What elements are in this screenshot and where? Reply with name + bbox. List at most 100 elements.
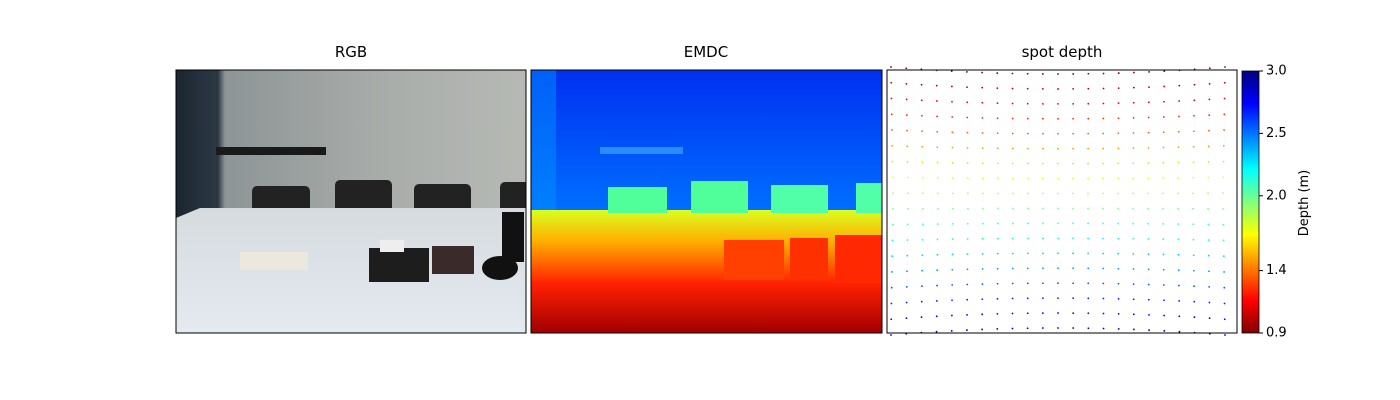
spot: [935, 315, 938, 318]
spot: [1087, 162, 1090, 165]
spot: [921, 269, 924, 272]
spot: [1132, 86, 1135, 89]
spot: [1011, 312, 1014, 315]
spot: [921, 161, 924, 164]
spot: [1057, 297, 1059, 300]
spot: [905, 98, 908, 101]
spot: [1072, 132, 1074, 135]
spot: [1072, 327, 1075, 329]
spot: [1223, 318, 1226, 321]
spot: [1057, 237, 1059, 240]
spot: [1102, 207, 1104, 210]
spot: [981, 237, 984, 240]
spot: [937, 207, 939, 210]
spot: [1117, 282, 1120, 285]
spot: [951, 268, 954, 271]
spot: [906, 161, 909, 163]
spot: [1207, 239, 1210, 241]
spot: [1117, 207, 1119, 210]
spot: [1177, 223, 1180, 225]
spot: [1012, 192, 1014, 195]
spot: [966, 177, 969, 180]
spot: [890, 318, 893, 321]
spot: [981, 252, 984, 255]
spot: [1132, 116, 1135, 119]
spot: [1026, 297, 1029, 300]
spot: [1177, 161, 1180, 164]
spot: [1041, 117, 1044, 120]
spot: [1192, 223, 1195, 226]
spot: [1012, 207, 1014, 210]
spot: [1117, 72, 1120, 74]
spot: [1026, 282, 1029, 285]
spot: [1041, 282, 1044, 285]
spot: [1177, 192, 1179, 195]
spot: [1193, 99, 1196, 102]
spot: [1147, 283, 1150, 286]
spot: [1147, 131, 1150, 134]
spot: [981, 71, 983, 74]
spot: [936, 146, 939, 149]
spot: [906, 129, 908, 132]
spot: [1147, 253, 1150, 256]
spot: [1072, 117, 1075, 120]
spot: [1207, 207, 1210, 210]
spot: [1011, 102, 1014, 105]
spot: [890, 97, 893, 100]
spot: [1072, 102, 1075, 105]
spot: [1011, 327, 1014, 330]
spot: [981, 283, 984, 286]
spot: [1087, 87, 1090, 90]
spot: [1208, 82, 1211, 85]
spot: [1072, 87, 1075, 90]
spot: [996, 117, 999, 120]
spot: [1087, 147, 1090, 150]
spot: [981, 162, 984, 165]
spot: [1117, 147, 1120, 150]
spot: [1147, 222, 1150, 225]
spot: [1222, 144, 1225, 147]
spot: [1072, 282, 1075, 285]
spot: [1148, 329, 1150, 331]
spot: [1148, 86, 1150, 89]
spot: [936, 253, 939, 256]
spot: [981, 328, 983, 331]
spot: [1148, 71, 1150, 73]
spot: [1057, 117, 1059, 120]
spot: [1223, 286, 1226, 289]
spot: [1147, 101, 1150, 104]
spot: [1026, 267, 1029, 270]
spot: [950, 70, 953, 73]
spot: [1072, 162, 1074, 165]
spot: [1163, 85, 1166, 88]
spot: [1011, 252, 1014, 255]
spot: [966, 253, 969, 256]
spot: [906, 239, 909, 241]
spot: [1223, 97, 1226, 100]
spot: [1208, 98, 1211, 101]
spot: [1042, 252, 1044, 255]
spot: [1178, 100, 1181, 102]
spot: [981, 86, 984, 89]
spot: [1162, 161, 1165, 164]
spot: [1042, 267, 1044, 270]
spot: [967, 207, 969, 210]
spot: [1224, 66, 1226, 68]
spot: [891, 223, 894, 226]
spot: [906, 223, 909, 226]
spot: [981, 132, 984, 134]
spot: [1041, 87, 1044, 90]
spot: [1102, 162, 1105, 165]
spot: [1102, 267, 1105, 270]
tick-label: 1.4: [1266, 263, 1287, 278]
spot: [1042, 192, 1044, 195]
spot: [1132, 222, 1135, 225]
spot: [966, 131, 969, 134]
spot: [921, 285, 923, 288]
spot: [1223, 113, 1226, 116]
spot: [1011, 297, 1014, 300]
spot: [966, 222, 969, 225]
spot: [1117, 177, 1120, 180]
spot: [1072, 222, 1074, 225]
